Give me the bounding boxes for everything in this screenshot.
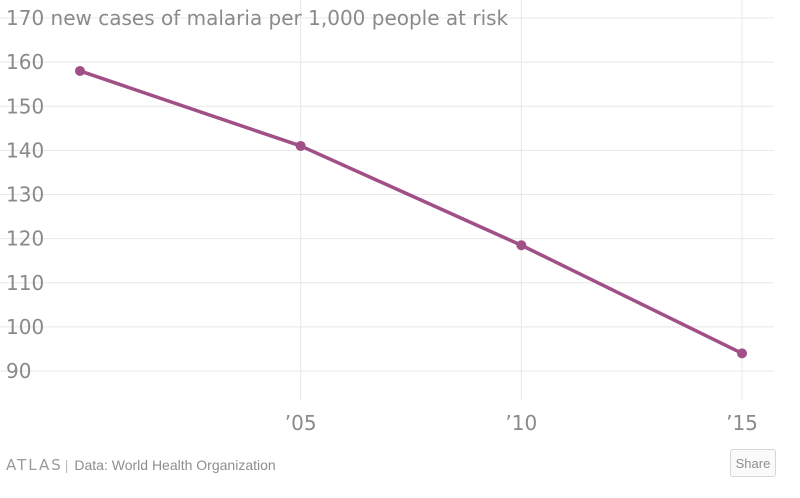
data-source: Data: World Health Organization	[74, 457, 276, 473]
data-point[interactable]	[516, 240, 527, 251]
x-tick-label: ’05	[285, 411, 317, 435]
grid-layer	[0, 0, 774, 400]
y-tick-label: 130	[6, 183, 44, 207]
series-line	[78, 69, 744, 356]
y-tick-label: 140	[6, 138, 44, 162]
series-layer	[75, 65, 747, 359]
y-tick-label: 110	[6, 271, 44, 295]
y-tick-label: 120	[6, 227, 44, 251]
footer-separator: |	[64, 457, 69, 473]
x-tick-label: ’10	[505, 411, 537, 435]
atlas-logo[interactable]: ATLAS	[6, 456, 63, 474]
x-axis: ’05 ’10 ’15	[285, 411, 758, 435]
y-tick-label: 160	[6, 50, 44, 74]
chart-footer: ATLAS | Data: World Health Organization	[6, 455, 276, 475]
line-chart: 170 new cases of malaria per 1,000 peopl…	[0, 0, 774, 435]
data-point[interactable]	[737, 348, 747, 359]
y-axis: 170 new cases of malaria per 1,000 peopl…	[6, 6, 509, 383]
y-tick-label: 150	[6, 94, 44, 118]
y-tick-label: 100	[6, 315, 44, 339]
data-point[interactable]	[75, 65, 85, 76]
y-tick-label: 170 new cases of malaria per 1,000 peopl…	[6, 6, 509, 30]
share-button[interactable]: Share	[730, 449, 776, 477]
y-tick-label: 90	[6, 359, 31, 383]
x-tick-label: ’15	[726, 411, 758, 435]
data-point[interactable]	[295, 140, 306, 151]
